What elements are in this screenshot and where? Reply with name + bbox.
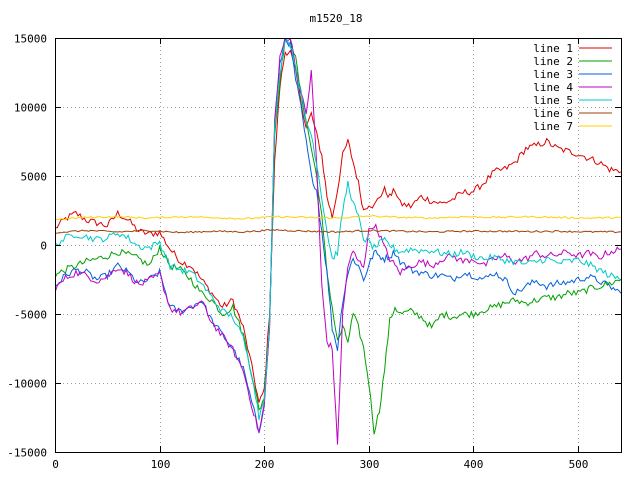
x-tick-label: 200 [255,458,275,471]
legend-label: line 7 [533,120,573,133]
series-line-7 [55,214,621,221]
series-line-5 [55,38,621,420]
series-line-2 [55,38,621,435]
x-tick-label: 0 [52,458,59,471]
x-tick-label: 400 [464,458,484,471]
legend-label: line 1 [533,42,573,55]
x-tick-label: 500 [569,458,589,471]
chart-title: m1520_18 [310,12,363,25]
series-line-4 [55,38,621,445]
y-tick-label: 5000 [21,171,48,184]
x-tick-label: 300 [360,458,380,471]
y-tick-label: -5000 [14,309,47,322]
series-line-6 [55,228,621,234]
y-tick-label: 0 [40,240,47,253]
y-tick-label: 15000 [14,33,47,46]
y-tick-label: -15000 [7,447,47,460]
series-line-1 [55,49,621,403]
legend-label: line 3 [533,68,573,81]
y-tick-label: -10000 [7,378,47,391]
series-lines [55,38,621,445]
y-tick-label: 10000 [14,102,47,115]
axes: 0 100 200 300 400 500 -15000 -10000 -5000 0 5000 10… [7,33,621,471]
legend-label: line 6 [533,107,573,120]
x-tick-label: 100 [151,458,171,471]
legend-label: line 5 [533,94,573,107]
legend-label: line 2 [533,55,573,68]
legend-label: line 4 [533,81,573,94]
